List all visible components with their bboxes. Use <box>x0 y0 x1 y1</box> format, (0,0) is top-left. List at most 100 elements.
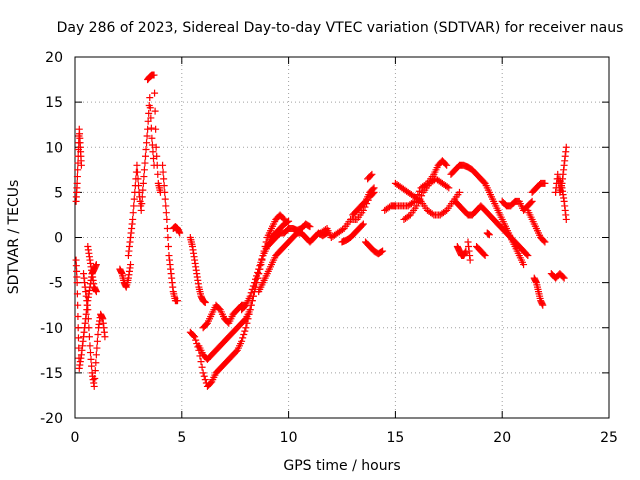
data-point <box>539 301 547 309</box>
data-point <box>201 376 209 384</box>
data-point <box>485 231 493 239</box>
data-point <box>127 261 135 269</box>
data-point <box>414 199 422 207</box>
data-point <box>255 265 263 273</box>
data-point <box>140 166 148 174</box>
data-point <box>74 312 82 320</box>
data-point <box>359 206 367 214</box>
data-point <box>129 209 137 217</box>
data-point <box>257 258 265 266</box>
data-point <box>443 161 451 169</box>
series-1 <box>72 125 85 205</box>
data-point <box>143 139 151 147</box>
data-point <box>134 175 142 183</box>
data-point <box>145 109 153 117</box>
data-point <box>85 324 93 332</box>
series-29 <box>483 229 493 239</box>
series-10 <box>186 234 209 306</box>
series-17 <box>338 220 367 246</box>
data-point <box>466 256 474 264</box>
data-point <box>73 179 81 187</box>
data-point <box>143 132 151 140</box>
data-point <box>86 349 94 357</box>
x-tick-label: 15 <box>386 430 404 446</box>
data-point <box>141 152 149 160</box>
data-point <box>139 186 147 194</box>
data-point <box>163 215 171 223</box>
data-point <box>85 333 93 341</box>
data-point <box>159 168 167 176</box>
data-point <box>442 160 450 168</box>
data-point <box>152 125 160 133</box>
data-point <box>246 306 254 314</box>
data-point <box>73 279 81 287</box>
y-tick-label: 20 <box>45 50 63 66</box>
data-point <box>146 94 154 102</box>
data-point <box>148 141 156 149</box>
data-point <box>527 199 535 207</box>
data-point <box>74 334 82 342</box>
data-point <box>147 124 155 132</box>
data-point <box>138 193 146 201</box>
series-6 <box>124 94 158 260</box>
data-point <box>86 342 94 350</box>
data-point <box>148 134 156 142</box>
data-point <box>443 183 451 191</box>
data-point <box>135 182 143 190</box>
data-point <box>133 161 141 169</box>
y-tick-label: 0 <box>54 231 63 247</box>
data-point <box>92 359 100 367</box>
data-point <box>84 315 92 323</box>
data-point <box>246 292 254 300</box>
series-3 <box>80 270 109 390</box>
series-33 <box>530 274 547 309</box>
data-point <box>379 247 387 255</box>
data-point <box>133 168 141 176</box>
data-point <box>560 274 568 282</box>
data-point <box>248 285 256 293</box>
data-point <box>415 187 423 195</box>
data-point <box>161 188 169 196</box>
data-point <box>153 152 161 160</box>
data-point <box>92 261 100 269</box>
data-point <box>91 367 99 375</box>
data-point <box>405 212 413 220</box>
data-point <box>523 250 531 258</box>
data-point <box>541 179 549 187</box>
chart-title: Day 286 of 2023, Sidereal Day-to-day VTE… <box>57 20 624 36</box>
data-point <box>251 275 259 283</box>
data-point <box>305 222 313 230</box>
data-point <box>137 206 145 214</box>
series-15 <box>255 229 331 296</box>
data-point <box>562 143 570 151</box>
data-point <box>256 262 264 270</box>
data-point <box>199 369 207 377</box>
data-point <box>93 337 101 345</box>
data-point <box>164 234 172 241</box>
data-point <box>197 358 205 366</box>
data-point <box>284 218 292 226</box>
data-point <box>367 171 375 179</box>
data-point <box>159 161 167 169</box>
series-27 <box>464 238 474 264</box>
data-point <box>250 279 258 287</box>
data-point <box>192 336 200 344</box>
data-point <box>147 114 155 122</box>
y-tick-label: 15 <box>45 95 63 111</box>
data-point <box>162 209 170 217</box>
data-point <box>541 238 549 246</box>
data-point <box>149 148 157 156</box>
data-point <box>559 273 567 281</box>
data-point <box>368 170 376 178</box>
data-point <box>74 301 82 309</box>
data-point <box>129 215 137 223</box>
series-23 <box>400 175 453 223</box>
data-point <box>540 237 548 245</box>
data-point <box>258 255 266 263</box>
data-point <box>142 146 150 154</box>
data-point <box>92 351 100 359</box>
y-tick-label: -5 <box>49 276 63 292</box>
series-19 <box>361 238 387 258</box>
data-point <box>370 184 378 192</box>
